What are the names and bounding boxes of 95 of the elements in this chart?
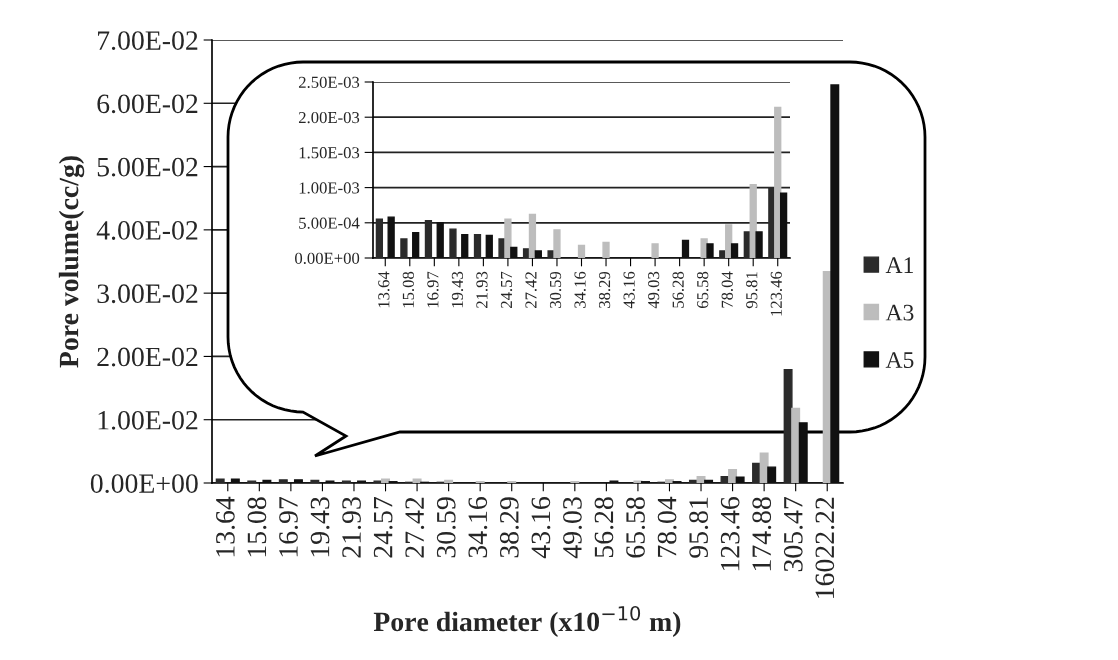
- bar: [293, 479, 303, 483]
- bar: [755, 231, 763, 258]
- bar: [461, 234, 469, 258]
- x-tick-label: 34.16: [468, 497, 488, 558]
- y-tick-label: 0.00E+00: [90, 474, 198, 494]
- bar: [528, 213, 537, 258]
- bar: [577, 244, 586, 258]
- x-tick-label: 16.97: [279, 496, 298, 557]
- y-tick-label: 2.50E-03: [298, 76, 360, 89]
- x-tick-label: 30.59: [549, 271, 562, 308]
- x-tick-label: 16.97: [427, 271, 439, 308]
- x-tick-label: 78.04: [657, 496, 677, 557]
- x-tick-label: 24.57: [373, 496, 393, 558]
- bar: [444, 479, 454, 483]
- bar: [534, 250, 542, 258]
- x-tick-label: 27.42: [525, 272, 537, 308]
- x-tick-label: 305.47: [783, 496, 803, 572]
- y-tick-label: 3.00E-02: [97, 284, 198, 304]
- y-tick-label: 6.00E-02: [97, 94, 198, 114]
- y-tick-label: 1.00E-02: [98, 410, 198, 430]
- x-tick-label: 49.03: [563, 497, 582, 559]
- bar: [473, 234, 482, 258]
- bar: [510, 246, 518, 258]
- x-tick-label: 21.93: [476, 271, 488, 308]
- y-axis-title: Pore volume(cc/g): [58, 156, 85, 368]
- x-tick-label: 56.28: [594, 497, 614, 558]
- x-tick-label: 65.58: [697, 271, 709, 308]
- bar: [262, 479, 272, 483]
- x-tick-label: 13.64: [216, 496, 235, 557]
- bar: [791, 407, 801, 483]
- x-tick-label: 15.08: [247, 497, 267, 557]
- x-tick-label: 21.93: [342, 497, 362, 558]
- y-tick-label: 0.00E+00: [295, 252, 360, 265]
- bar: [830, 84, 840, 483]
- x-tick-label: 65.58: [626, 497, 645, 558]
- bar: [651, 243, 659, 258]
- bar: [230, 478, 240, 483]
- x-tick-label: 123.46: [770, 271, 782, 316]
- x-tick-label: 174.88: [752, 497, 772, 571]
- y-tick-label: 2.00E-02: [97, 347, 198, 367]
- x-tick-label: 15.08: [402, 271, 415, 308]
- bar: [504, 218, 512, 258]
- x-tick-label: 56.28: [672, 271, 684, 308]
- y-tick-label: 4.00E-02: [96, 221, 198, 240]
- x-tick-label: 19.43: [310, 497, 330, 557]
- x-axis-title: Pore diameter (x10$^{−10}$ m): [373, 605, 681, 637]
- x-tick-label: 43.16: [623, 271, 635, 309]
- bar: [696, 475, 706, 483]
- x-tick-label: 123.46: [720, 497, 740, 571]
- x-tick-label: 13.64: [378, 271, 390, 308]
- x-tick-label: 38.29: [598, 271, 611, 308]
- y-tick-label: 7.00E-02: [98, 31, 198, 51]
- bar: [767, 466, 777, 483]
- bar: [449, 228, 457, 258]
- x-tick-label: 38.29: [499, 497, 519, 558]
- legend-label: A1: [885, 257, 913, 273]
- y-tick-label: 5.00E-04: [299, 217, 360, 229]
- bar: [387, 216, 395, 258]
- y-tick-label: 1.00E-03: [299, 182, 360, 194]
- bar: [725, 224, 733, 258]
- bar: [681, 239, 690, 258]
- bar: [728, 469, 738, 483]
- y-tick-label: 2.00E-03: [298, 111, 360, 124]
- bar: [664, 479, 674, 483]
- y-tick-label: 5.00E-02: [97, 157, 198, 177]
- legend-label: A3: [885, 304, 914, 321]
- bar: [798, 422, 808, 483]
- x-tick-label: 16022.22: [815, 497, 835, 598]
- bar: [310, 479, 320, 483]
- bar: [774, 106, 782, 258]
- x-tick-label: 34.16: [574, 271, 586, 308]
- bar: [436, 222, 444, 258]
- bar: [412, 231, 420, 258]
- x-tick-label: 95.81: [746, 272, 758, 309]
- x-tick-label: 95.81: [689, 497, 709, 558]
- x-tick-label: 27.42: [405, 497, 425, 558]
- bar: [779, 192, 788, 258]
- bar: [704, 479, 714, 483]
- legend-label: A5: [885, 352, 914, 368]
- x-tick-label: 30.59: [436, 497, 456, 558]
- x-tick-label: 19.43: [451, 271, 464, 308]
- bar: [485, 234, 493, 258]
- bar: [730, 243, 739, 258]
- bar: [215, 478, 225, 483]
- x-tick-label: 24.57: [500, 271, 513, 308]
- y-tick-label: 1.50E-03: [299, 147, 360, 159]
- bar: [553, 229, 561, 258]
- bar: [706, 243, 714, 258]
- bar: [400, 238, 408, 258]
- bar: [735, 476, 745, 483]
- bar: [602, 241, 610, 258]
- bar: [278, 479, 288, 483]
- x-tick-label: 78.04: [721, 271, 733, 308]
- x-tick-label: 49.03: [648, 271, 660, 309]
- x-tick-label: 43.16: [531, 497, 551, 559]
